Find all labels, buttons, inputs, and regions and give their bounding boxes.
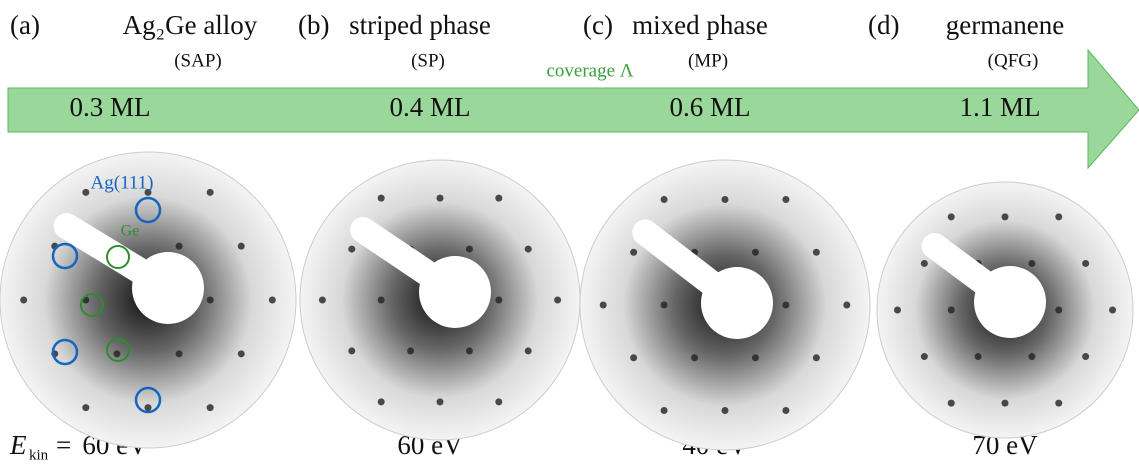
diffraction-spot xyxy=(813,354,820,361)
diffraction-spot xyxy=(1055,307,1062,314)
diffraction-spot xyxy=(894,307,901,314)
diffraction-spot xyxy=(948,307,955,314)
diffraction-spot xyxy=(348,246,355,253)
diffraction-spot xyxy=(600,302,607,309)
energy-symbol: E xyxy=(9,430,27,460)
diffraction-spot xyxy=(525,347,532,354)
diffraction-spot xyxy=(1082,260,1089,267)
diffraction-spot xyxy=(207,297,214,304)
diffraction-spot xyxy=(145,404,152,411)
diffraction-spot xyxy=(1028,260,1035,267)
panel-title: mixed phase xyxy=(632,10,768,40)
adsorbate-label: Ge xyxy=(121,223,140,240)
diffraction-spot xyxy=(407,347,414,354)
diffraction-spot xyxy=(975,353,982,360)
diffraction-spot xyxy=(269,297,276,304)
diffraction-spot xyxy=(437,195,444,202)
electron-gun-shadow xyxy=(132,252,204,324)
diffraction-spot xyxy=(176,350,183,357)
diffraction-spot xyxy=(782,302,789,309)
diffraction-spot xyxy=(813,249,820,256)
diffraction-spot xyxy=(238,350,245,357)
panel-letter: (b) xyxy=(298,10,329,40)
panel-letter: (d) xyxy=(868,10,899,40)
diffraction-spot xyxy=(1082,353,1089,360)
diffraction-spot xyxy=(348,347,355,354)
diffraction-spot xyxy=(207,404,214,411)
diffraction-spot xyxy=(378,195,385,202)
electron-gun-shadow xyxy=(419,256,491,328)
coverage-label: 1.1 ML xyxy=(960,92,1041,122)
coverage-label: 0.4 ML xyxy=(390,92,471,122)
diffraction-spot xyxy=(1002,213,1009,220)
diffraction-spot xyxy=(1055,400,1062,407)
diffraction-spot xyxy=(921,353,928,360)
diffraction-spot xyxy=(437,398,444,405)
panel-title: Ag₂Ge alloy xyxy=(123,10,258,40)
diffraction-spot xyxy=(1109,307,1116,314)
figure: coverage Λ (a)Ag₂Ge alloy(SAP)0.3 ML60 e… xyxy=(0,0,1139,468)
panel-abbreviation: (MP) xyxy=(688,50,728,71)
diffraction-spot xyxy=(661,407,668,414)
electron-gun-shadow xyxy=(974,266,1046,338)
diffraction-spot xyxy=(176,243,183,250)
diffraction-spot xyxy=(782,407,789,414)
diffraction-spot xyxy=(82,189,89,196)
diffraction-spot xyxy=(630,354,637,361)
diffraction-spot xyxy=(1055,213,1062,220)
diffraction-spot xyxy=(495,195,502,202)
diffraction-spot xyxy=(722,196,729,203)
diffraction-spot xyxy=(82,404,89,411)
diffraction-spot xyxy=(661,196,668,203)
substrate-label: Ag(111) xyxy=(91,172,154,193)
diffraction-spot xyxy=(466,246,473,253)
diffraction-spot xyxy=(948,213,955,220)
diffraction-spot xyxy=(661,302,668,309)
energy-subscript: kin xyxy=(29,447,49,463)
diffraction-spot xyxy=(20,297,27,304)
panel-abbreviation: (SP) xyxy=(411,50,445,71)
diffraction-spot xyxy=(378,297,385,304)
diffraction-spot xyxy=(207,189,214,196)
panel-abbreviation: (SAP) xyxy=(174,50,222,71)
coverage-label: 0.6 ML xyxy=(670,92,751,122)
panel-title: striped phase xyxy=(349,10,491,40)
diffraction-spot xyxy=(319,297,326,304)
diffraction-spot xyxy=(752,354,759,361)
energy-equals: = xyxy=(56,430,71,460)
diffraction-spot xyxy=(782,196,789,203)
diffraction-spot xyxy=(113,350,120,357)
diffraction-spot xyxy=(554,297,561,304)
panel-title: germanene xyxy=(946,10,1064,40)
electron-gun-shadow xyxy=(701,267,773,339)
diffraction-spot xyxy=(1002,400,1009,407)
panel-letter: (c) xyxy=(583,10,613,40)
diffraction-spot xyxy=(722,407,729,414)
arrow-label: coverage Λ xyxy=(546,60,633,81)
diffraction-spot xyxy=(843,302,850,309)
diffraction-spot xyxy=(921,260,928,267)
coverage-label: 0.3 ML xyxy=(70,92,151,122)
diffraction-spot xyxy=(238,243,245,250)
diffraction-spot xyxy=(378,398,385,405)
diffraction-spot xyxy=(752,249,759,256)
diffraction-spot xyxy=(525,246,532,253)
diffraction-spot xyxy=(495,398,502,405)
diffraction-spot xyxy=(630,249,637,256)
diffraction-spot xyxy=(1028,353,1035,360)
diffraction-spot xyxy=(466,347,473,354)
diffraction-spot xyxy=(691,354,698,361)
panel-letter: (a) xyxy=(10,10,40,40)
panel-abbreviation: (QFG) xyxy=(988,50,1039,71)
diffraction-spot xyxy=(948,400,955,407)
diffraction-spot xyxy=(495,297,502,304)
